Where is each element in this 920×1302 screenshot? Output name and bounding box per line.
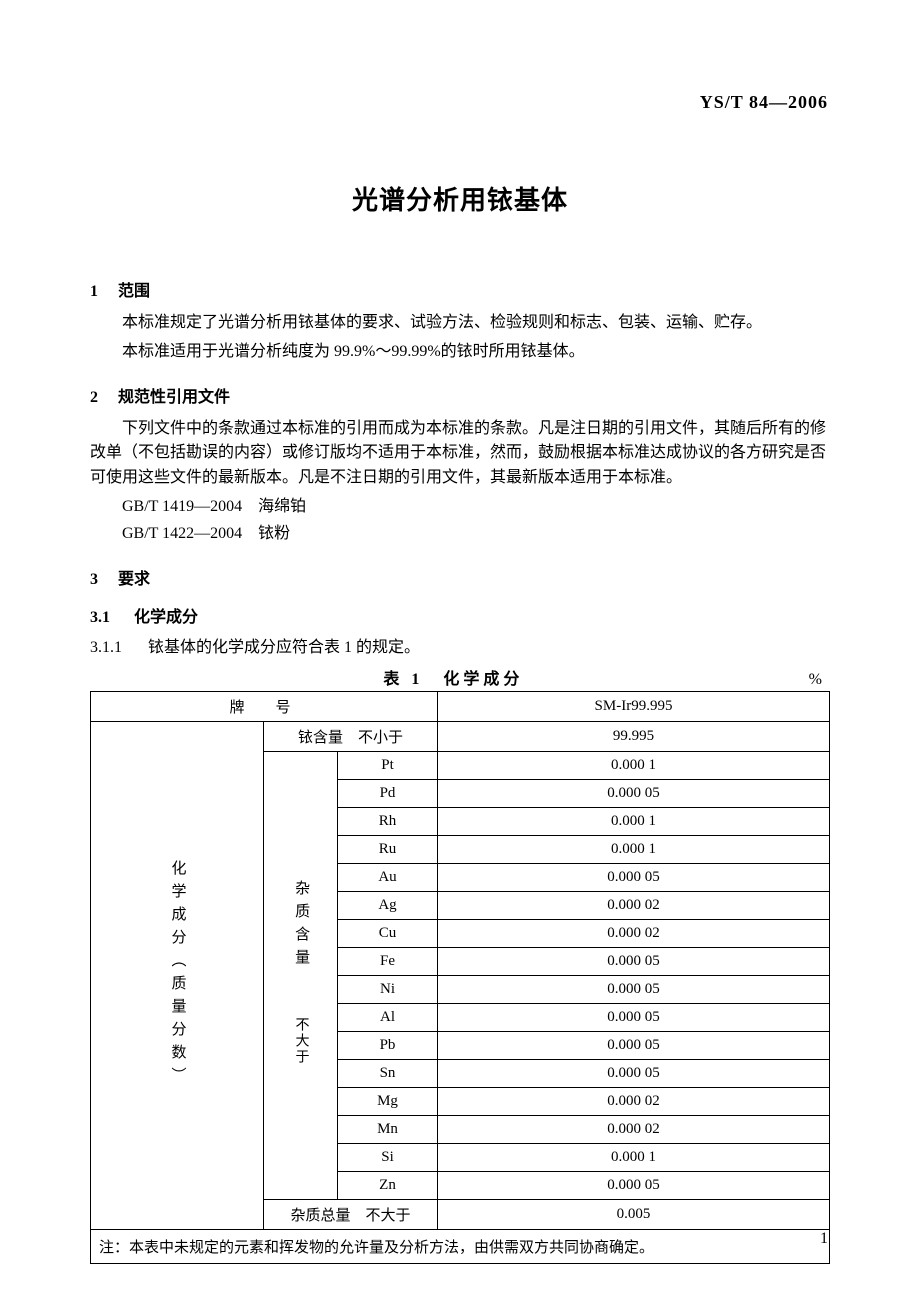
table-element-value: 0.000 1 [438, 835, 830, 863]
table-unit: % [809, 671, 822, 689]
table-element-value: 0.000 02 [438, 1115, 830, 1143]
section-1-heading: 1 范围 [90, 277, 830, 301]
table-element-symbol: Zn [338, 1171, 438, 1199]
table-element-symbol: Pt [338, 751, 438, 779]
impurity-label-b: 不大于 [292, 1017, 308, 1065]
page: YS/T 84—2006 光谱分析用铱基体 1 范围 本标准规定了光谱分析用铱基… [0, 0, 920, 1302]
table-element-symbol: Si [338, 1143, 438, 1171]
table-element-value: 0.000 05 [438, 975, 830, 1003]
table-element-symbol: Ru [338, 835, 438, 863]
table-col1-label: 化学成分（质量分数） [91, 721, 264, 1229]
section-1-para-1: 本标准规定了光谱分析用铱基体的要求、试验方法、检验规则和标志、包装、运输、贮存。 [90, 311, 830, 336]
table-element-value: 0.000 05 [438, 1031, 830, 1059]
section-2-title: 规范性引用文件 [118, 389, 230, 406]
section-1-title: 范围 [118, 283, 150, 300]
table-element-value: 0.000 1 [438, 1143, 830, 1171]
table-row: 化学成分（质量分数） 铱含量 不小于 99.995 [91, 721, 830, 751]
section-3-1-1: 3.1.1 铱基体的化学成分应符合表 1 的规定。 [90, 633, 830, 657]
section-2-number: 2 [90, 389, 114, 407]
page-number: 1 [820, 1230, 828, 1248]
table-element-symbol: Fe [338, 947, 438, 975]
table-content-label: 铱含量 不小于 [264, 721, 438, 751]
table-element-value: 0.000 02 [438, 891, 830, 919]
document-title: 光谱分析用铱基体 [90, 180, 830, 217]
table-element-value: 0.000 05 [438, 947, 830, 975]
table-element-value: 0.000 1 [438, 751, 830, 779]
table-element-symbol: Al [338, 1003, 438, 1031]
table-element-symbol: Ni [338, 975, 438, 1003]
table-header-right: SM-Ir99.995 [438, 691, 830, 721]
section-3-1-number: 3.1 [90, 609, 130, 627]
table-element-symbol: Ag [338, 891, 438, 919]
table-element-symbol: Mn [338, 1115, 438, 1143]
table-note: 注：本表中未规定的元素和挥发物的允许量及分析方法，由供需双方共同协商确定。 [91, 1229, 830, 1263]
table-header-row: 牌 号 SM-Ir99.995 [91, 691, 830, 721]
section-3-1-title: 化学成分 [134, 609, 198, 626]
chemical-composition-table: 牌 号 SM-Ir99.995 化学成分（质量分数） 铱含量 不小于 99.99… [90, 691, 830, 1264]
section-1-para-2: 本标准适用于光谱分析纯度为 99.9%～99.99%的铱时所用铱基体。 [90, 340, 830, 365]
document-id: YS/T 84—2006 [700, 92, 828, 113]
impurity-label-a: 杂质含量 [292, 880, 309, 972]
table-element-symbol: Pd [338, 779, 438, 807]
section-1-number: 1 [90, 283, 114, 301]
section-3-1-1-text: 铱基体的化学成分应符合表 1 的规定。 [148, 639, 420, 656]
table-note-row: 注：本表中未规定的元素和挥发物的允许量及分析方法，由供需双方共同协商确定。 [91, 1229, 830, 1263]
table-element-value: 0.000 05 [438, 1059, 830, 1087]
table-element-symbol: Mg [338, 1087, 438, 1115]
table-caption: 表 1 化学成分 [98, 665, 809, 689]
table-caption-row: 表 1 化学成分 % [98, 665, 822, 689]
table-total-label: 杂质总量 不大于 [264, 1199, 438, 1229]
section-2-heading: 2 规范性引用文件 [90, 383, 830, 407]
section-3-1-1-number: 3.1.1 [90, 639, 144, 657]
reference-2: GB/T 1422—2004 铱粉 [122, 522, 830, 547]
table-total-value: 0.005 [438, 1199, 830, 1229]
table-element-symbol: Pb [338, 1031, 438, 1059]
table-element-value: 0.000 05 [438, 1171, 830, 1199]
table-element-value: 0.000 05 [438, 863, 830, 891]
section-3-number: 3 [90, 571, 114, 589]
table-element-value: 0.000 02 [438, 919, 830, 947]
table-col2-label: 杂质含量 不大于 [264, 751, 338, 1199]
section-2-para-1: 下列文件中的条款通过本标准的引用而成为本标准的条款。凡是注日期的引用文件，其随后… [90, 417, 830, 491]
table-element-value: 0.000 02 [438, 1087, 830, 1115]
table-element-value: 0.000 05 [438, 1003, 830, 1031]
table-element-symbol: Sn [338, 1059, 438, 1087]
table-content-value: 99.995 [438, 721, 830, 751]
table-element-symbol: Rh [338, 807, 438, 835]
table-element-value: 0.000 1 [438, 807, 830, 835]
section-3-title: 要求 [118, 571, 150, 588]
table-header-left: 牌 号 [91, 691, 438, 721]
table-element-symbol: Cu [338, 919, 438, 947]
table-element-value: 0.000 05 [438, 779, 830, 807]
section-3-heading: 3 要求 [90, 565, 830, 589]
table-element-symbol: Au [338, 863, 438, 891]
reference-1: GB/T 1419—2004 海绵铂 [122, 495, 830, 520]
section-3-1-heading: 3.1 化学成分 [90, 603, 830, 627]
